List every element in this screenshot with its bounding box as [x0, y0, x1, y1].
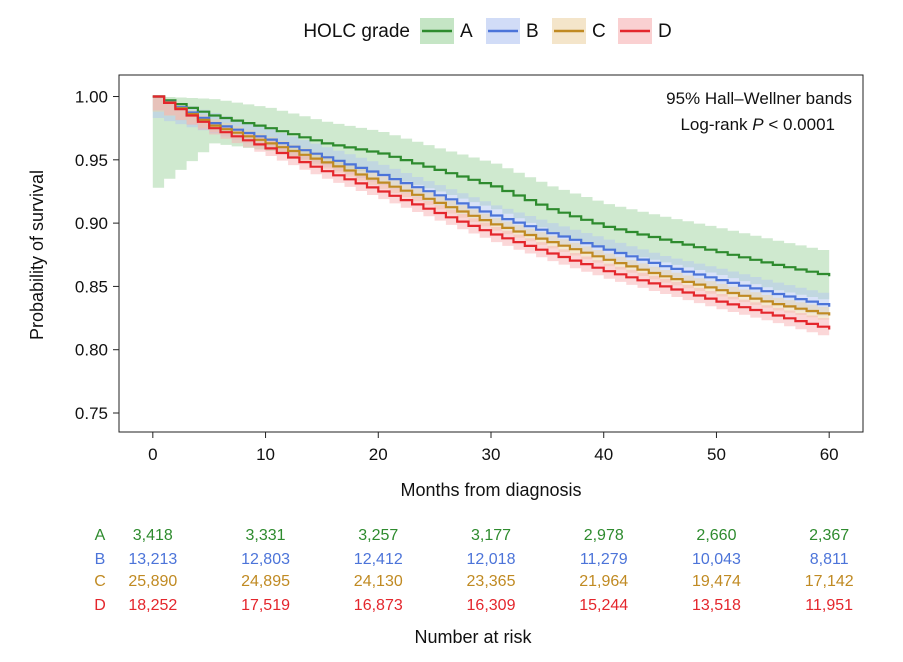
risk-cell: 3,331	[246, 527, 286, 544]
risk-group-label: A	[95, 527, 106, 544]
legend-item-a: A	[420, 18, 473, 44]
risk-row-d: D 18,252 17,519 16,873 16,309 15,244 13,518 11,…	[94, 597, 853, 614]
risk-cell: 3,257	[358, 527, 398, 544]
y-tick-label: 0.85	[75, 277, 108, 296]
legend-label: D	[658, 21, 672, 42]
risk-cell: 23,365	[467, 573, 516, 590]
risk-group-label: B	[95, 551, 106, 568]
risk-cell: 10,043	[692, 551, 741, 568]
risk-cell: 19,474	[692, 573, 741, 590]
logrank-p: P	[752, 115, 764, 134]
risk-cell: 18,252	[128, 597, 177, 614]
risk-cell: 3,418	[133, 527, 173, 544]
x-tick-label: 20	[369, 445, 388, 464]
legend-item-c: C	[552, 18, 606, 44]
risk-cell: 8,811	[810, 551, 849, 568]
y-axis-label: Probability of survival	[27, 170, 47, 340]
risk-row-b: B 13,213 12,803 12,412 12,018 11,279 10,043 8,8…	[95, 551, 849, 568]
risk-cell: 15,244	[579, 597, 628, 614]
y-tick-label: 1.00	[75, 88, 108, 107]
risk-cell: 13,518	[692, 597, 741, 614]
risk-row-a: A 3,418 3,331 3,257 3,177 2,978 2,660 2,367	[95, 527, 850, 544]
risk-row-c: C 25,890 24,895 24,130 23,365 21,964 19,474 17,…	[94, 573, 854, 590]
band-d	[152, 96, 830, 339]
x-tick-label: 10	[256, 445, 275, 464]
x-axis: 0 10 20 30 40 50 60	[148, 432, 839, 464]
risk-cell: 24,895	[241, 573, 290, 590]
risk-cell: 11,279	[580, 551, 628, 568]
curve-d	[152, 95, 831, 330]
risk-cell: 11,951	[805, 597, 853, 614]
legend-label: A	[460, 21, 473, 42]
x-axis-label: Months from diagnosis	[400, 480, 581, 500]
x-tick-label: 60	[820, 445, 839, 464]
annotation-logrank: Log-rank P < 0.0001	[680, 115, 835, 134]
y-tick-label: 0.95	[75, 151, 108, 170]
risk-cell: 25,890	[128, 573, 177, 590]
risk-cell: 12,803	[241, 551, 290, 568]
risk-cell: 12,018	[467, 551, 516, 568]
x-tick-label: 0	[148, 445, 157, 464]
y-tick-label: 0.80	[75, 341, 108, 360]
legend: HOLC grade A B C D	[303, 18, 672, 44]
logrank-suffix: < 0.0001	[764, 115, 835, 134]
x-tick-label: 40	[594, 445, 613, 464]
risk-group-label: C	[94, 573, 106, 590]
y-axis: 0.75 0.80 0.85 0.90 0.95 1.00	[75, 88, 119, 423]
legend-label: B	[526, 21, 539, 42]
risk-cell: 21,964	[579, 573, 628, 590]
annotation-bands: 95% Hall–Wellner bands	[666, 89, 852, 108]
risk-cell: 13,213	[128, 551, 177, 568]
legend-title: HOLC grade	[303, 21, 410, 42]
legend-item-b: B	[486, 18, 539, 44]
risk-cell: 17,519	[241, 597, 290, 614]
risk-cell: 16,873	[354, 597, 403, 614]
risk-cell: 24,130	[354, 573, 403, 590]
risk-cell: 2,367	[809, 527, 849, 544]
legend-label: C	[592, 21, 606, 42]
risk-table-title: Number at risk	[414, 627, 532, 647]
logrank-prefix: Log-rank	[680, 115, 752, 134]
risk-cell: 12,412	[354, 551, 403, 568]
risk-cell: 17,142	[805, 573, 854, 590]
risk-cell: 2,660	[696, 527, 736, 544]
risk-cell: 2,978	[584, 527, 624, 544]
curve-a	[152, 95, 831, 277]
y-tick-label: 0.90	[75, 214, 108, 233]
risk-cell: 16,309	[467, 597, 516, 614]
risk-group-label: D	[94, 597, 106, 614]
x-tick-label: 30	[482, 445, 501, 464]
risk-cell: 3,177	[471, 527, 511, 544]
x-tick-label: 50	[707, 445, 726, 464]
y-tick-label: 0.75	[75, 404, 108, 423]
legend-item-d: D	[618, 18, 672, 44]
risk-table: A 3,418 3,331 3,257 3,177 2,978 2,660 2,367 B 13,…	[94, 527, 854, 614]
